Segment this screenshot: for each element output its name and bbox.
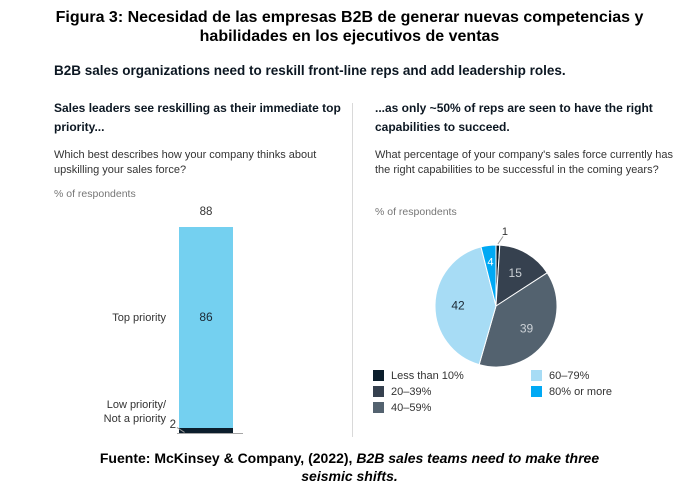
- pie-chart: 1 15 39 42 4: [434, 226, 558, 368]
- pie-label: 15: [509, 266, 523, 280]
- source-note: Fuente: McKinsey & Company, (2022), B2B …: [0, 449, 699, 485]
- pie-label: 4: [487, 256, 493, 268]
- right-panel-unit-label: % of respondents: [375, 206, 457, 218]
- source-line1: Fuente: McKinsey & Company, (2022), B2B …: [0, 449, 699, 467]
- bar-axis-baseline: [177, 433, 243, 434]
- legend-label-80-or-more: 80% or more: [549, 385, 612, 398]
- bar-value-top-priority: 86: [199, 310, 213, 324]
- pie-legend-right-column: 60–79% 80% or more: [531, 370, 612, 402]
- bar-segment-low-priority: [179, 428, 233, 433]
- pie-label: 1: [502, 226, 508, 238]
- pie-label: 42: [451, 298, 465, 312]
- legend-item-20-39: 20–39%: [373, 385, 464, 398]
- source-regular: Fuente: McKinsey & Company, (2022),: [99, 450, 357, 466]
- pie-leader-line: [497, 236, 504, 245]
- legend-swatch-less-than-10: [373, 370, 384, 381]
- legend-item-40-59: 40–59%: [373, 401, 464, 414]
- source-line2: seismic shifts.: [301, 468, 398, 484]
- figure-title: Figura 3: Necesidad de las empresas B2B …: [0, 8, 699, 46]
- pie-slice: [434, 246, 497, 366]
- figure-title-line2: habilidades en los ejecutivos de ventas: [199, 28, 500, 45]
- exhibit-subtitle: B2B sales organizations need to reskill …: [54, 63, 566, 78]
- legend-swatch-80-or-more: [531, 386, 542, 397]
- legend-label-less-than-10: Less than 10%: [391, 369, 464, 382]
- bar-category-low-priority: Low priority/ Not a priority: [54, 398, 166, 426]
- source-italic-title: B2B sales teams need to make three: [356, 450, 600, 466]
- pie-legend-left-column: Less than 10% 20–39% 40–59%: [373, 370, 464, 418]
- bar-total-label: 88: [199, 206, 213, 218]
- left-panel-unit-label: % of respondents: [54, 188, 136, 200]
- bar-value-low-priority: 2: [169, 419, 176, 431]
- figure-title-line1: Figura 3: Necesidad de las empresas B2B …: [55, 9, 644, 26]
- legend-swatch-20-39: [373, 386, 384, 397]
- bar-category-top-priority: Top priority: [112, 312, 166, 324]
- right-panel-question: What percentage of your company's sales …: [375, 149, 674, 176]
- legend-item-60-79: 60–79%: [531, 369, 612, 382]
- legend-label-20-39: 20–39%: [391, 385, 432, 398]
- bar-segment-top-priority: [179, 227, 233, 429]
- left-panel-heading: Sales leaders see reskilling as their im…: [54, 101, 341, 134]
- legend-label-40-59: 40–59%: [391, 401, 432, 414]
- legend-label-60-79: 60–79%: [549, 369, 590, 382]
- legend-swatch-40-59: [373, 402, 384, 413]
- panel-divider: [352, 103, 353, 437]
- pie-slice: [480, 244, 497, 307]
- pie-slice: [495, 244, 548, 307]
- legend-item-less-than-10: Less than 10%: [373, 369, 464, 382]
- bar-category-low-line1: Low priority/: [106, 399, 166, 411]
- legend-swatch-60-79: [531, 370, 542, 381]
- left-panel-question: Which best describes how your company th…: [54, 149, 317, 176]
- pie-label: 39: [520, 322, 534, 336]
- right-panel-heading: ...as only ~50% of reps are seen to have…: [375, 101, 653, 134]
- bar-column: [179, 227, 233, 433]
- legend-item-80-or-more: 80% or more: [531, 385, 612, 398]
- bar-category-low-line2: Not a priority: [103, 413, 166, 425]
- pie-slice: [478, 272, 558, 368]
